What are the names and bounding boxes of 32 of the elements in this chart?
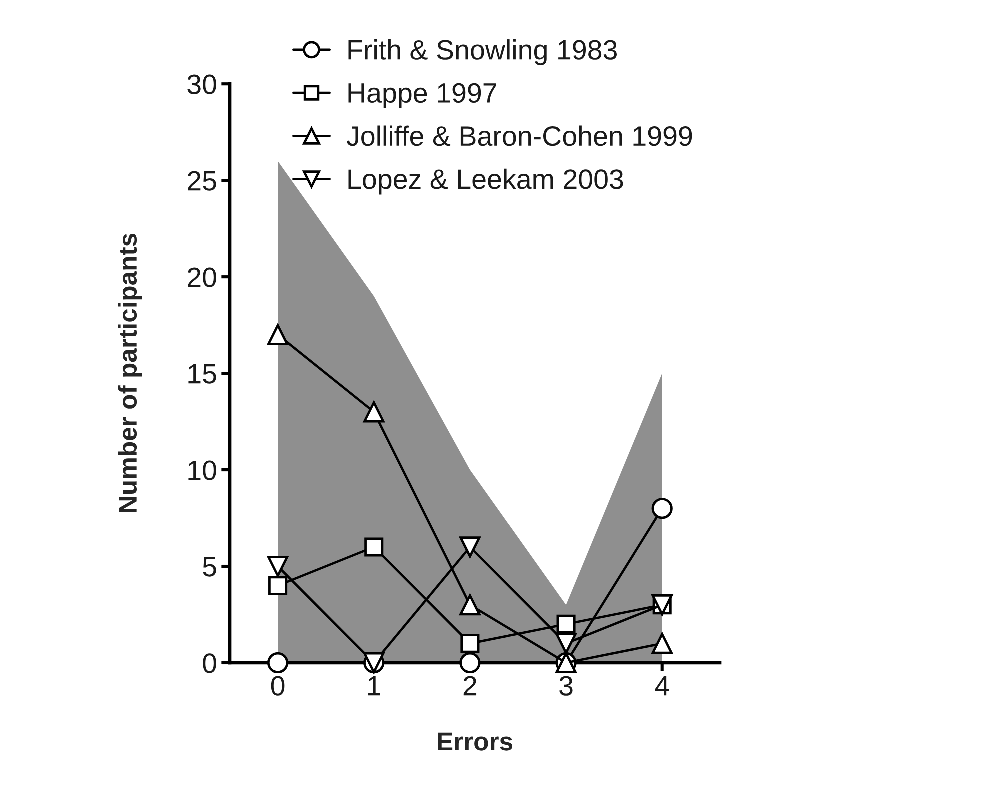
legend-label: Jolliffe & Baron-Cohen 1999	[346, 126, 692, 146]
y-axis-title: Number of participants	[118, 234, 142, 512]
point	[364, 538, 384, 557]
y-tick-label: 20	[188, 268, 216, 288]
legend-label: Frith & Snowling 1983	[348, 40, 618, 66]
point	[460, 594, 481, 616]
x-tick-label: 0	[271, 676, 285, 696]
y-tick-label: 15	[188, 364, 216, 384]
x-tick-label: 1	[368, 676, 380, 696]
point	[460, 652, 481, 674]
point	[460, 634, 480, 654]
y-tick-label: 25	[188, 171, 216, 191]
point	[652, 633, 673, 654]
point	[267, 556, 289, 578]
point	[556, 633, 577, 654]
point	[268, 576, 288, 596]
y-tick-label: 10	[188, 460, 216, 480]
point	[364, 402, 385, 423]
point	[652, 498, 673, 520]
y-tick-label: 5	[203, 557, 216, 577]
x-tick-label: 4	[655, 676, 670, 696]
x-tick-label: 2	[464, 676, 477, 696]
y-tick-label: 0	[203, 654, 216, 674]
legend-label: Happe 1997	[348, 83, 496, 109]
legend-label: Lopez & Leekam 2003	[348, 168, 624, 195]
y-tick-label: 30	[188, 74, 216, 94]
point	[267, 324, 289, 346]
x-axis-title: Errors	[438, 732, 513, 751]
x-tick-label: 3	[560, 676, 573, 696]
point	[267, 652, 289, 674]
point	[460, 536, 481, 558]
point	[556, 614, 576, 634]
